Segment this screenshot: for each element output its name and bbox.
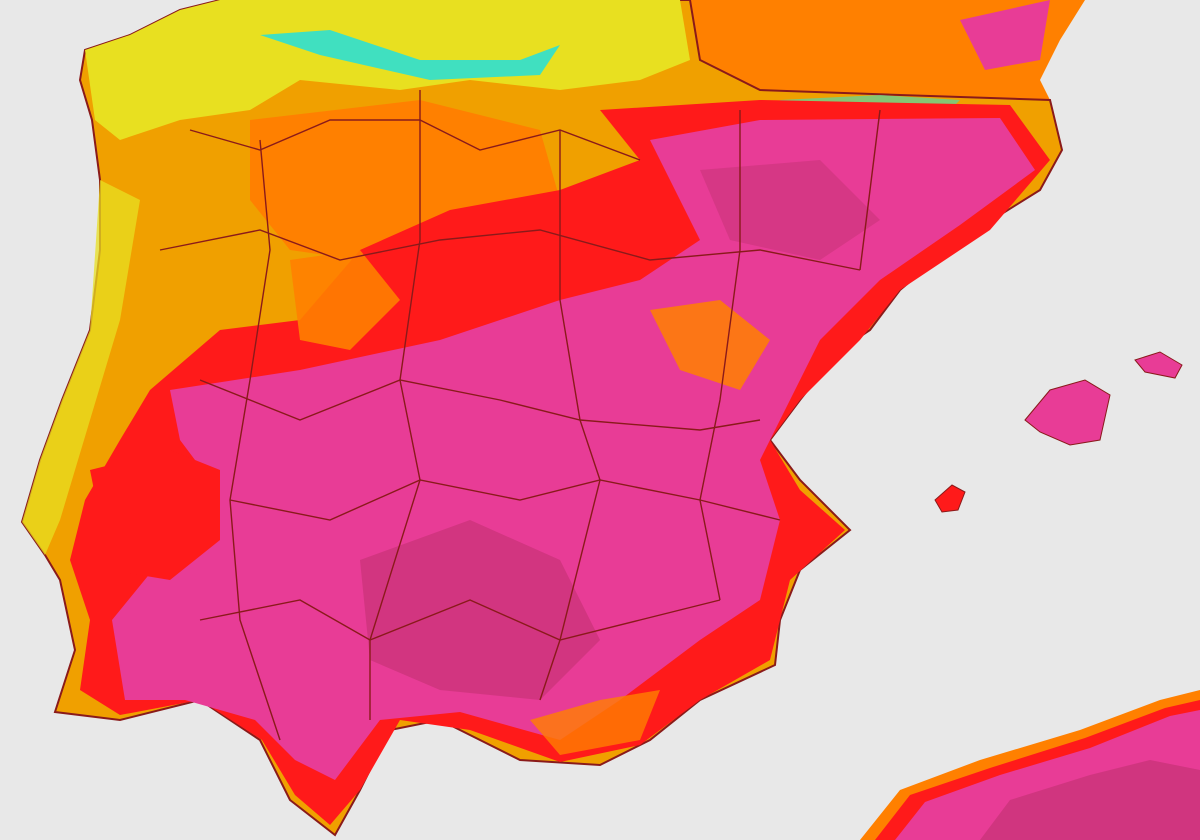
iberian-range-warm-zone bbox=[650, 300, 770, 390]
southeast-coast-warm-zone bbox=[530, 690, 660, 755]
extreme-zone-south bbox=[360, 520, 600, 700]
france-hot-zone bbox=[960, 0, 1050, 70]
central-highlands-warm-zone bbox=[290, 250, 400, 350]
very-hot-zone bbox=[112, 118, 1035, 780]
north-africa-extreme bbox=[980, 760, 1200, 840]
ibiza bbox=[934, 484, 966, 513]
western-coast-cool-zone bbox=[22, 180, 140, 555]
mallorca bbox=[1024, 379, 1111, 446]
province-borders bbox=[159, 90, 881, 741]
extreme-zone-ebro bbox=[700, 160, 880, 260]
southwest-hot-patch bbox=[90, 450, 220, 580]
cantabrian-peaks bbox=[260, 30, 560, 80]
menorca bbox=[1134, 351, 1183, 379]
